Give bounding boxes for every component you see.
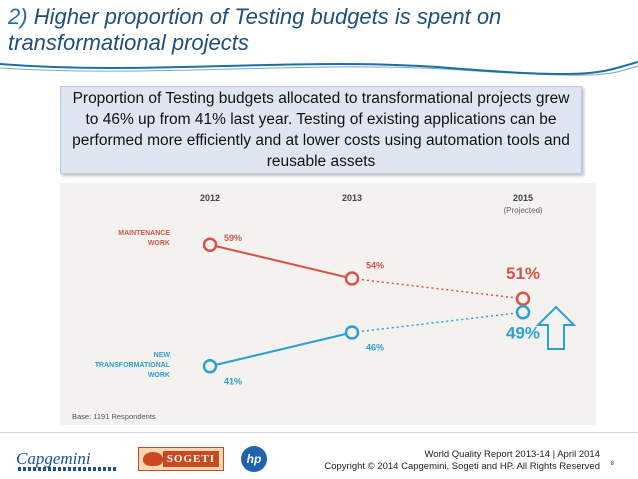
x-tick-label: 2012 [200,193,220,203]
x-tick-sublabel: (Projected) [503,206,542,215]
series-line-0 [209,243,353,280]
chart-annotation: Base: 1191 Respondents [72,412,156,421]
data-point [202,237,218,252]
series-projected-line-0 [351,277,524,300]
footer-copyright: Copyright © 2014 Capgemini, Sogeti and H… [324,461,600,472]
x-tick-label: 2013 [342,193,362,203]
series-name-label: NEW [154,352,171,359]
footer-report: World Quality Report 2013-14 | April 201… [424,449,601,460]
series-projected-line-1 [351,311,524,334]
capgemini-logo: Capgemini [16,449,91,468]
data-label: 54% [366,261,384,271]
data-label: 51% [506,264,540,283]
data-point [344,271,360,286]
series-name-label: WORK [148,372,170,379]
series-line-1 [209,331,353,368]
title-text: Higher proportion of Testing budgets is … [8,4,502,55]
summary-callout: Proportion of Testing budgets allocated … [60,86,582,174]
line-chart: 2012 2013 2015 (Projected) 59% 54% 51% 41% 46% 49… [72,193,577,421]
sogeti-logo: SOGETI [138,447,224,471]
up-arrow-icon [535,305,577,350]
data-label: 41% [224,376,242,386]
footer-text: World Quality Report 2013-14 | April 201… [324,449,600,473]
data-point [515,291,531,306]
data-label: 46% [366,343,384,353]
capgemini-logo-underline [18,467,118,471]
chart-panel: 2012 2013 2015 (Projected) 59% 54% 51% 41% 46% 49… [60,183,596,425]
footer-divider [0,432,638,433]
series-name-label: TRANSFORMATIONAL [95,362,171,369]
data-point [515,305,531,320]
series-name-label: WORK [148,240,170,247]
hp-logo: hp [241,446,267,472]
x-tick-label: 2015 [513,193,533,203]
data-point [202,359,218,374]
sogeti-logo-text: SOGETI [162,451,219,467]
data-point [344,325,360,340]
series-name-label: MAINTENANCE [118,230,170,237]
data-label: 49% [506,323,540,342]
page-number: 8 [610,461,614,467]
title-number: 2) [8,4,28,29]
sogeti-emblem-icon [143,452,163,466]
slide-title: 2) Higher proportion of Testing budgets … [8,4,568,56]
callout-text: Proportion of Testing budgets allocated … [72,90,570,170]
decorative-wave [0,61,638,76]
data-label: 59% [224,233,242,243]
